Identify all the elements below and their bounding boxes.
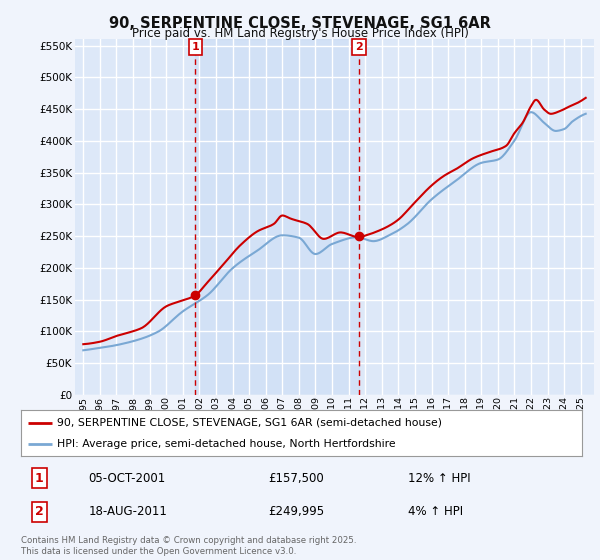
Text: Price paid vs. HM Land Registry's House Price Index (HPI): Price paid vs. HM Land Registry's House … bbox=[131, 27, 469, 40]
Text: 05-OCT-2001: 05-OCT-2001 bbox=[88, 472, 166, 484]
Bar bbox=[196, 39, 359, 395]
Text: 2: 2 bbox=[35, 505, 44, 518]
Text: 12% ↑ HPI: 12% ↑ HPI bbox=[408, 472, 471, 484]
Text: £157,500: £157,500 bbox=[268, 472, 323, 484]
Text: 1: 1 bbox=[191, 42, 199, 52]
Text: £249,995: £249,995 bbox=[268, 505, 324, 518]
Text: HPI: Average price, semi-detached house, North Hertfordshire: HPI: Average price, semi-detached house,… bbox=[58, 439, 396, 449]
Text: 18-AUG-2011: 18-AUG-2011 bbox=[88, 505, 167, 518]
Text: 90, SERPENTINE CLOSE, STEVENAGE, SG1 6AR: 90, SERPENTINE CLOSE, STEVENAGE, SG1 6AR bbox=[109, 16, 491, 31]
Text: 4% ↑ HPI: 4% ↑ HPI bbox=[408, 505, 463, 518]
Text: 2: 2 bbox=[355, 42, 363, 52]
Text: Contains HM Land Registry data © Crown copyright and database right 2025.
This d: Contains HM Land Registry data © Crown c… bbox=[21, 536, 356, 556]
Text: 90, SERPENTINE CLOSE, STEVENAGE, SG1 6AR (semi-detached house): 90, SERPENTINE CLOSE, STEVENAGE, SG1 6AR… bbox=[58, 418, 442, 428]
Text: 1: 1 bbox=[35, 472, 44, 484]
